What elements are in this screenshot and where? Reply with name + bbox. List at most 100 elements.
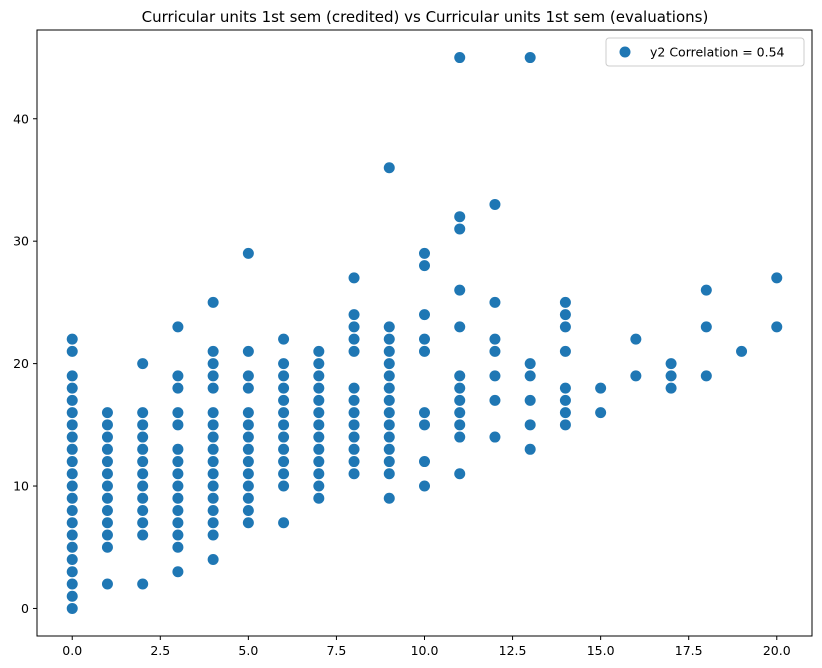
data-point (595, 382, 607, 394)
data-point (207, 517, 219, 529)
data-point (313, 382, 325, 394)
data-point (66, 553, 78, 565)
data-point (66, 431, 78, 443)
y-axis: 0 10 20 30 40 (13, 111, 37, 616)
data-point (665, 358, 677, 370)
data-point (137, 431, 149, 443)
y-tick-label: 30 (13, 234, 29, 249)
data-point (66, 541, 78, 553)
data-point (242, 370, 254, 382)
data-point (348, 382, 360, 394)
data-point (66, 333, 78, 345)
data-point (66, 529, 78, 541)
y-tick-label: 20 (13, 356, 29, 371)
data-point (559, 419, 571, 431)
data-point (313, 443, 325, 455)
data-point (313, 480, 325, 492)
data-point (242, 492, 254, 504)
data-point (242, 505, 254, 517)
data-point (101, 492, 113, 504)
y-tick-label: 0 (21, 601, 29, 616)
data-point (278, 419, 290, 431)
x-axis: 0.0 2.5 5.0 7.5 10.0 12.5 15.0 17.5 20.0 (62, 636, 791, 658)
data-point (172, 505, 184, 517)
data-point (524, 52, 536, 64)
data-point (66, 492, 78, 504)
data-point (419, 419, 430, 431)
data-point (66, 517, 78, 529)
data-point (278, 370, 290, 382)
data-point (700, 284, 712, 296)
data-point (172, 566, 184, 578)
data-point (524, 358, 536, 370)
data-point (101, 407, 113, 419)
data-point (419, 480, 430, 492)
data-point (313, 468, 325, 480)
data-point (207, 419, 219, 431)
data-point (137, 505, 149, 517)
data-point (66, 345, 78, 357)
data-point (559, 345, 571, 357)
data-point (313, 492, 325, 504)
data-point (278, 468, 290, 480)
data-point (383, 162, 395, 174)
x-tick-label: 20.0 (763, 643, 791, 658)
data-point (383, 345, 395, 357)
data-point (242, 480, 254, 492)
y-tick-label: 40 (13, 111, 29, 126)
data-point (207, 468, 219, 480)
data-point (207, 345, 219, 357)
data-point (348, 309, 360, 321)
data-point (66, 602, 78, 614)
data-point (66, 456, 78, 468)
data-point (559, 382, 571, 394)
points-layer (66, 52, 783, 614)
data-point (66, 505, 78, 517)
data-point (454, 52, 466, 64)
legend-label: y2 Correlation = 0.54 (650, 45, 785, 60)
data-point (242, 456, 254, 468)
data-point (419, 456, 430, 468)
data-point (383, 370, 395, 382)
data-point (172, 382, 184, 394)
x-tick-label: 5.0 (238, 643, 258, 658)
data-point (207, 296, 219, 308)
data-point (137, 529, 149, 541)
data-point (489, 333, 501, 345)
data-point (137, 456, 149, 468)
data-point (207, 529, 219, 541)
data-point (595, 407, 607, 419)
data-point (454, 284, 466, 296)
data-point (383, 431, 395, 443)
data-point (207, 492, 219, 504)
data-point (66, 407, 78, 419)
data-point (524, 419, 536, 431)
data-point (101, 431, 113, 443)
data-point (207, 480, 219, 492)
data-point (383, 419, 395, 431)
data-point (101, 517, 113, 529)
data-point (137, 517, 149, 529)
data-point (172, 370, 184, 382)
data-point (172, 541, 184, 553)
data-point (172, 492, 184, 504)
data-point (101, 419, 113, 431)
data-point (419, 333, 430, 345)
data-point (524, 394, 536, 406)
data-point (454, 223, 466, 235)
data-point (348, 468, 360, 480)
data-point (278, 443, 290, 455)
data-point (137, 480, 149, 492)
data-point (207, 407, 219, 419)
data-point (313, 370, 325, 382)
data-point (454, 468, 466, 480)
data-point (278, 394, 290, 406)
data-point (66, 590, 78, 602)
data-point (137, 358, 149, 370)
data-point (489, 370, 501, 382)
data-point (630, 333, 642, 345)
data-point (559, 321, 571, 333)
data-point (137, 407, 149, 419)
plot-frame (36, 29, 813, 637)
